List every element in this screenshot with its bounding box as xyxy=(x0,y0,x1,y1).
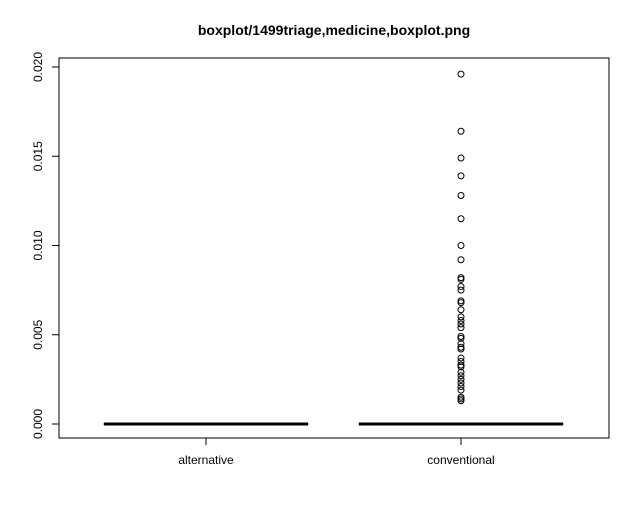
outlier-point xyxy=(457,386,465,394)
y-axis: 0.000 0.005 0.010 0.015 0.020 xyxy=(31,52,59,439)
outlier-point xyxy=(457,372,465,380)
outlier-point xyxy=(457,275,465,283)
outlier-point xyxy=(457,172,465,180)
outlier-point xyxy=(457,127,465,135)
outlier-point xyxy=(457,375,465,383)
outlier-point xyxy=(457,306,465,314)
y-tick-label: 0.020 xyxy=(31,52,45,82)
outlier-point xyxy=(457,256,465,264)
x-tick-label: alternative xyxy=(178,453,234,467)
outlier-point xyxy=(457,316,465,324)
outlier-point xyxy=(457,397,465,405)
x-axis: alternative conventional xyxy=(178,438,495,467)
outlier-point xyxy=(457,379,465,387)
chart-title: boxplot/1499triage,medicine,boxplot.png xyxy=(198,22,470,38)
outlier-point xyxy=(457,324,465,332)
outlier-point xyxy=(457,334,465,342)
outlier-point xyxy=(457,354,465,362)
y-tick-label: 0.010 xyxy=(31,230,45,260)
outlier-point xyxy=(457,340,465,348)
y-tick-label: 0.000 xyxy=(31,409,45,439)
outlier-point xyxy=(457,70,465,78)
outlier-point xyxy=(457,242,465,249)
outlier-point xyxy=(457,363,465,371)
outlier-point xyxy=(457,192,465,200)
outlier-point xyxy=(457,215,465,223)
y-tick-label: 0.005 xyxy=(31,319,45,349)
outlier-point xyxy=(457,345,465,353)
outlier-point xyxy=(457,368,465,376)
boxes-layer xyxy=(103,70,564,426)
outlier-point xyxy=(457,383,465,391)
outlier-point xyxy=(457,299,465,307)
outlier-point xyxy=(457,320,465,328)
outlier-point xyxy=(457,313,465,321)
plot-frame xyxy=(58,57,610,439)
y-tick-label: 0.015 xyxy=(31,141,45,171)
outlier-point xyxy=(457,283,465,291)
outlier-point xyxy=(457,286,465,294)
outlier-point xyxy=(457,358,465,366)
outlier-point xyxy=(457,154,465,162)
x-tick-label: conventional xyxy=(427,453,494,467)
